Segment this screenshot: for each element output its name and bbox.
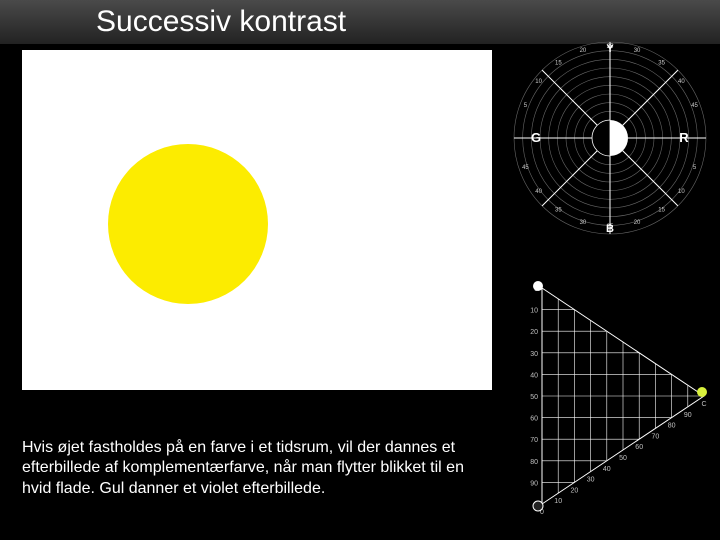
svg-text:70: 70 [530, 437, 538, 444]
svg-text:30: 30 [587, 477, 595, 484]
svg-text:70: 70 [652, 433, 660, 440]
caption-text: Hvis øjet fastholdes på en farve i et ti… [22, 438, 492, 499]
svg-text:10: 10 [554, 498, 562, 505]
svg-text:30: 30 [580, 220, 587, 226]
svg-text:R: R [679, 130, 689, 145]
svg-text:50: 50 [619, 455, 627, 462]
svg-text:90: 90 [530, 480, 538, 487]
svg-text:35: 35 [555, 208, 562, 214]
svg-text:20: 20 [571, 487, 579, 494]
svg-text:20: 20 [580, 48, 587, 54]
svg-text:60: 60 [530, 416, 538, 423]
svg-text:30: 30 [530, 351, 538, 358]
svg-text:40: 40 [535, 189, 542, 195]
svg-text:35: 35 [658, 60, 665, 66]
svg-text:10: 10 [678, 189, 685, 195]
svg-text:10: 10 [530, 308, 538, 315]
svg-text:30: 30 [634, 48, 641, 54]
color-wheel-diagram: 5101520253035404551015202530354045YBGR [510, 38, 710, 238]
svg-text:40: 40 [603, 466, 611, 473]
svg-text:45: 45 [691, 103, 698, 109]
yellow-circle [108, 144, 268, 304]
svg-text:G: G [531, 130, 541, 145]
svg-text:20: 20 [530, 329, 538, 336]
svg-text:15: 15 [555, 60, 562, 66]
svg-text:40: 40 [530, 372, 538, 379]
svg-text:80: 80 [530, 459, 538, 466]
svg-text:80: 80 [668, 423, 676, 430]
page-title: Successiv kontrast [96, 5, 346, 39]
svg-text:60: 60 [635, 444, 643, 451]
svg-text:20: 20 [634, 220, 641, 226]
svg-text:B: B [606, 223, 614, 235]
svg-text:5: 5 [524, 103, 528, 109]
svg-text:15: 15 [658, 208, 665, 214]
svg-text:Y: Y [606, 43, 614, 55]
svg-text:45: 45 [522, 165, 529, 171]
afterimage-figure [22, 50, 492, 390]
svg-text:50: 50 [530, 394, 538, 401]
svg-text:10: 10 [535, 79, 542, 85]
svg-text:40: 40 [678, 79, 685, 85]
svg-text:90: 90 [684, 412, 692, 419]
triangle-diagram: 0102030405060708090S0102030405060708090C [520, 280, 710, 520]
svg-text:C: C [701, 401, 706, 408]
svg-text:5: 5 [693, 165, 697, 171]
